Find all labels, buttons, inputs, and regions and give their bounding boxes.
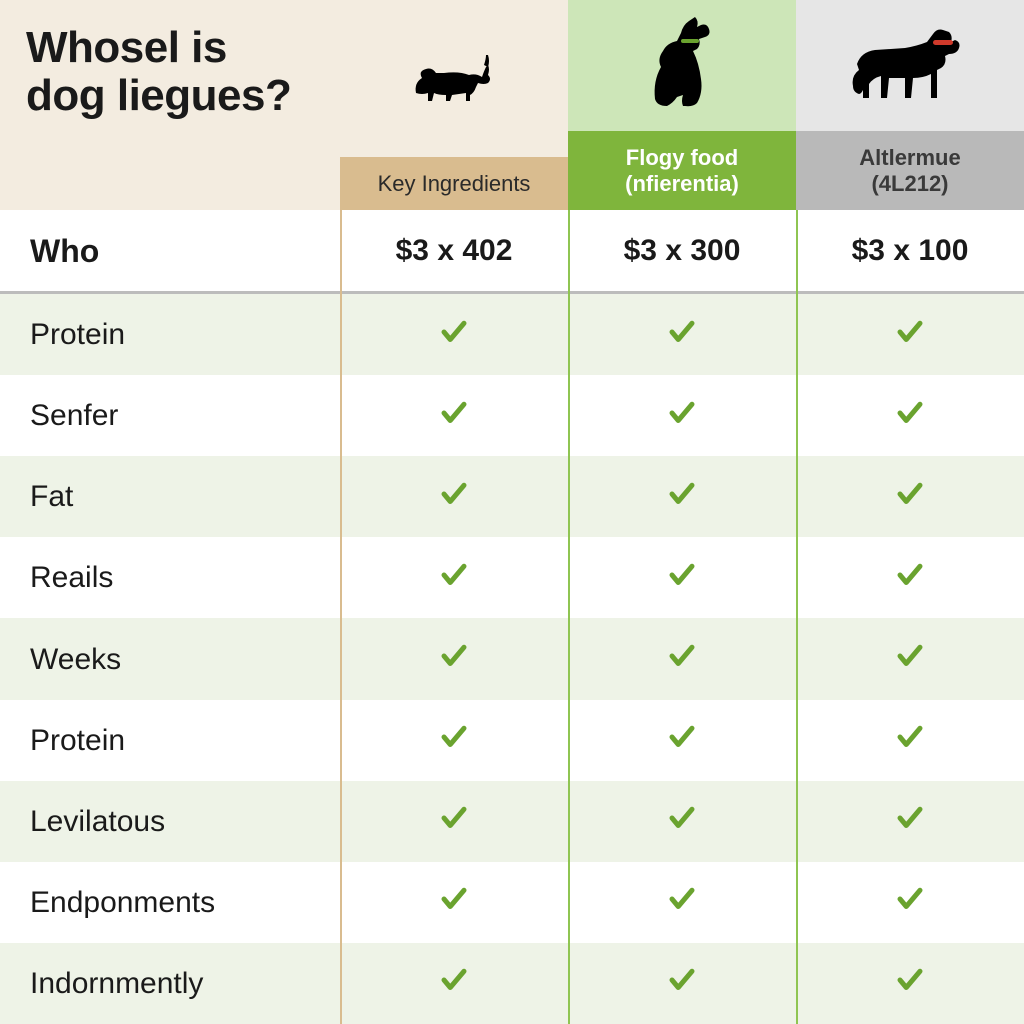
price-cell-1: $3 x 402 (340, 211, 568, 291)
feature-cell (568, 376, 796, 456)
row-label: Senfer (0, 376, 340, 456)
check-icon (667, 317, 697, 354)
feature-cell (340, 295, 568, 375)
feature-cell (796, 701, 1024, 781)
check-icon (439, 641, 469, 678)
price-cell-2: $3 x 300 (568, 211, 796, 291)
check-icon (439, 398, 469, 435)
check-icon (895, 560, 925, 597)
check-icon (439, 884, 469, 921)
check-icon (895, 803, 925, 840)
check-icon (439, 479, 469, 516)
feature-cell (796, 863, 1024, 943)
check-icon (895, 479, 925, 516)
feature-cell (568, 863, 796, 943)
row-label: Endponments (0, 863, 340, 943)
page-title: Whosel is dog liegues? (26, 24, 314, 119)
feature-cell (568, 619, 796, 699)
feature-cell (340, 782, 568, 862)
column-divider-3 (796, 210, 798, 1024)
title-cell: Whosel is dog liegues? (0, 0, 340, 210)
dog-standing-icon (796, 0, 1024, 131)
feature-cell (796, 376, 1024, 456)
column-header-2: Flogy food (nfierentia) (568, 0, 796, 210)
feature-cell (796, 538, 1024, 618)
check-icon (667, 884, 697, 921)
check-icon (667, 722, 697, 759)
check-icon (895, 317, 925, 354)
table-row: Senfer (0, 375, 1024, 456)
table-row: Fat (0, 456, 1024, 537)
check-icon (439, 722, 469, 759)
feature-cell (568, 538, 796, 618)
price-cell-3: $3 x 100 (796, 211, 1024, 291)
row-label: Indornmently (0, 944, 340, 1024)
comparison-table: Whosel is dog liegues? Key Ingredients F… (0, 0, 1024, 1024)
column-label-1: Key Ingredients (340, 157, 568, 210)
table-header: Whosel is dog liegues? Key Ingredients F… (0, 0, 1024, 210)
dog-sitting-icon (568, 0, 796, 131)
feature-cell (340, 863, 568, 943)
feature-cell (568, 782, 796, 862)
column-label-3: Altlermue (4L212) (796, 131, 1024, 210)
check-icon (895, 722, 925, 759)
feature-cell (340, 619, 568, 699)
row-label: Protein (0, 701, 340, 781)
feature-cell (340, 944, 568, 1024)
feature-cell (796, 944, 1024, 1024)
column-divider-2 (568, 210, 570, 1024)
check-icon (439, 965, 469, 1002)
price-row-label: Who (0, 211, 340, 291)
price-row: Who $3 x 402 $3 x 300 $3 x 100 (0, 210, 1024, 294)
row-label: Reails (0, 538, 340, 618)
table-row: Endponments (0, 862, 1024, 943)
feature-cell (796, 782, 1024, 862)
feature-cell (340, 701, 568, 781)
check-icon (895, 884, 925, 921)
check-icon (895, 398, 925, 435)
column-label-2: Flogy food (nfierentia) (568, 131, 796, 210)
table-row: Protein (0, 700, 1024, 781)
row-label: Fat (0, 457, 340, 537)
table-row: Reails (0, 537, 1024, 618)
column-header-3: Altlermue (4L212) (796, 0, 1024, 210)
check-icon (667, 965, 697, 1002)
feature-cell (796, 295, 1024, 375)
feature-cell (568, 457, 796, 537)
check-icon (667, 560, 697, 597)
feature-cell (340, 457, 568, 537)
check-icon (439, 803, 469, 840)
check-icon (667, 641, 697, 678)
feature-cell (568, 295, 796, 375)
feature-cell (796, 619, 1024, 699)
row-label: Levilatous (0, 782, 340, 862)
row-label: Weeks (0, 619, 340, 699)
check-icon (667, 479, 697, 516)
check-icon (667, 803, 697, 840)
row-label: Protein (0, 295, 340, 375)
column-divider-1 (340, 210, 342, 1024)
check-icon (439, 317, 469, 354)
check-icon (895, 965, 925, 1002)
check-icon (895, 641, 925, 678)
table-row: Weeks (0, 618, 1024, 699)
table-row: Protein (0, 294, 1024, 375)
feature-cell (340, 538, 568, 618)
feature-cell (796, 457, 1024, 537)
check-icon (439, 560, 469, 597)
check-icon (667, 398, 697, 435)
feature-cell (340, 376, 568, 456)
column-header-1: Key Ingredients (340, 0, 568, 210)
table-row: Levilatous (0, 781, 1024, 862)
feature-cell (568, 944, 796, 1024)
table-row: Indornmently (0, 943, 1024, 1024)
dog-small-icon (340, 0, 568, 157)
feature-cell (568, 701, 796, 781)
